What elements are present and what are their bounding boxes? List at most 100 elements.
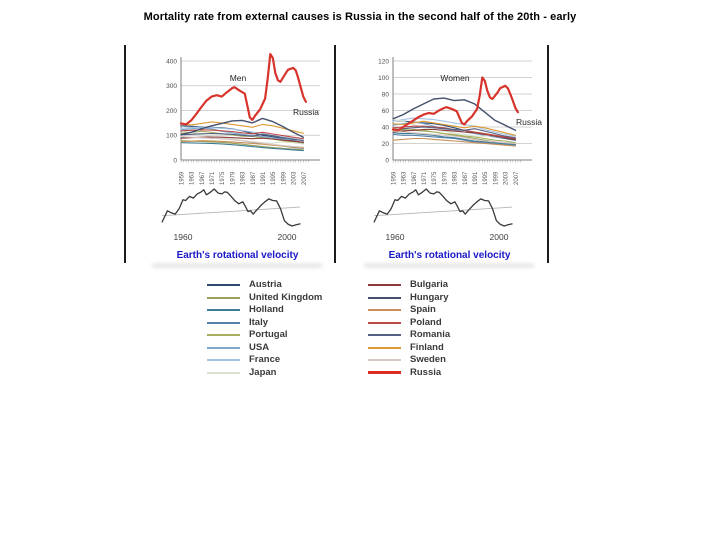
- velocity-x-label: 2000: [278, 232, 297, 242]
- x-tick-label: 1967: [412, 171, 418, 185]
- rotational-velocity-chart-left: 1960 2000: [161, 188, 301, 242]
- legend-item-romania: Romania: [368, 329, 450, 342]
- legend-item-holland: Holland: [207, 304, 322, 317]
- legend-item-united-kingdom: United Kingdom: [207, 292, 322, 305]
- legend-label: Bulgaria: [410, 279, 449, 291]
- x-tick-label: 1959: [179, 171, 185, 185]
- x-tick-label: 1979: [442, 171, 448, 185]
- x-tick-label: 2003: [504, 171, 510, 185]
- legend-item-austria: Austria: [207, 279, 322, 292]
- legend-item-bulgaria: Bulgaria: [368, 279, 450, 292]
- legend-item-russia: Russia: [368, 367, 450, 380]
- legend-label: Finland: [410, 341, 444, 353]
- x-tick-label: 1999: [493, 171, 499, 185]
- series-usa: [180, 127, 304, 141]
- russia-annotation: Russia: [516, 117, 542, 127]
- legend-label: Romania: [410, 329, 451, 341]
- legend-item-portugal: Portugal: [207, 329, 322, 342]
- legend-item-italy: Italy: [207, 317, 322, 330]
- legend-swatch: [368, 334, 401, 337]
- legend-swatch: [368, 309, 401, 312]
- y-tick-label: 0: [173, 157, 177, 164]
- series-italy: [392, 133, 516, 146]
- legend-swatch: [207, 359, 240, 362]
- x-tick-label: 1995: [483, 171, 489, 185]
- panel-border-right: [547, 45, 549, 263]
- legend-column-west: Austria United Kingdom Holland Italy Portuga…: [207, 279, 322, 379]
- velocity-x-label: 1960: [174, 232, 193, 242]
- velocity-x-label: 2000: [490, 232, 509, 242]
- series-spain: [392, 137, 516, 147]
- y-tick-label: 0: [385, 157, 389, 164]
- sex-annotation: Women: [440, 73, 469, 83]
- legend-swatch: [207, 309, 240, 312]
- legend-label: USA: [249, 341, 270, 353]
- legend-swatch: [207, 334, 240, 337]
- series-russia: [179, 53, 307, 126]
- series-united-kingdom: [180, 140, 304, 151]
- legend-label: Austria: [249, 279, 282, 291]
- x-tick-label: 2003: [292, 171, 298, 185]
- y-tick-label: 60: [382, 108, 390, 115]
- panel-shadow: [152, 264, 322, 267]
- legend-swatch: [207, 296, 240, 299]
- velocity-line: [373, 188, 513, 227]
- legend-item-sweden: Sweden: [368, 354, 450, 367]
- legend-swatch: [207, 321, 240, 324]
- y-tick-label: 100: [166, 133, 177, 140]
- series-hungary: [180, 117, 305, 138]
- y-tick-label: 20: [382, 141, 390, 148]
- velocity-line: [161, 188, 301, 227]
- panel-shadow: [364, 264, 534, 267]
- legend-swatch: [207, 346, 240, 349]
- x-tick-label: 1975: [432, 171, 438, 185]
- x-tick-label: 1979: [230, 171, 236, 185]
- legend-column-east: Bulgaria Hungary Spain Poland Romania Finland…: [368, 279, 450, 379]
- legend-swatch: [207, 284, 240, 287]
- men-mortality-chart: 0 100 200 300 400 1959 1963 1967 1971 1975 1979 198…: [166, 53, 320, 185]
- x-tick-label: 1983: [241, 171, 247, 185]
- legend-swatch: [368, 371, 401, 375]
- legend-label: Russia: [410, 366, 442, 378]
- legend-label: Sweden: [410, 354, 446, 366]
- legend-swatch: [368, 346, 401, 349]
- sex-annotation: Men: [230, 73, 247, 83]
- panel-border-left: [124, 45, 126, 263]
- x-tick-label: 1971: [422, 171, 428, 185]
- x-tick-label: 1971: [210, 171, 216, 185]
- series-russia: [391, 76, 519, 132]
- legend-item-hungary: Hungary: [368, 292, 450, 305]
- velocity-caption-right: Earth's rotational velocity: [388, 250, 511, 261]
- y-tick-label: 300: [166, 83, 177, 90]
- legend-item-poland: Poland: [368, 317, 450, 330]
- y-tick-label: 100: [378, 75, 389, 82]
- legend-item-spain: Spain: [368, 304, 450, 317]
- series-france: [392, 117, 516, 137]
- legend-swatch: [368, 296, 401, 299]
- legend-swatch: [368, 284, 401, 287]
- trend-line: [374, 206, 513, 217]
- panel-border-middle: [334, 45, 336, 263]
- rotational-velocity-chart-right: 1960 2000: [373, 188, 513, 242]
- x-tick-label: 1987: [463, 171, 469, 185]
- series-holland: [392, 132, 516, 145]
- x-tick-label: 1983: [453, 171, 459, 185]
- x-tick-label: 1995: [271, 171, 277, 185]
- y-tick-label: 80: [382, 91, 390, 98]
- y-tick-label: 400: [166, 58, 177, 65]
- x-tick-label: 1967: [200, 171, 206, 185]
- legend-label: Japan: [249, 366, 277, 378]
- series-sweden: [180, 136, 304, 148]
- series-holland: [180, 142, 304, 152]
- women-mortality-chart: 0 20 40 60 80 100 120 1959 1963 1967 1971 1975 1979 1…: [378, 57, 542, 185]
- legend-label: Hungary: [410, 291, 449, 303]
- x-tick-label: 1959: [391, 171, 397, 185]
- y-tick-label: 200: [166, 108, 177, 115]
- series-hungary: [392, 97, 517, 132]
- legend-label: Portugal: [249, 329, 288, 341]
- velocity-x-label: 1960: [386, 232, 405, 242]
- legend-label: Spain: [410, 304, 436, 316]
- x-tick-label: 1963: [190, 171, 196, 185]
- legend-label: Holland: [249, 304, 284, 316]
- y-tick-label: 120: [378, 58, 389, 65]
